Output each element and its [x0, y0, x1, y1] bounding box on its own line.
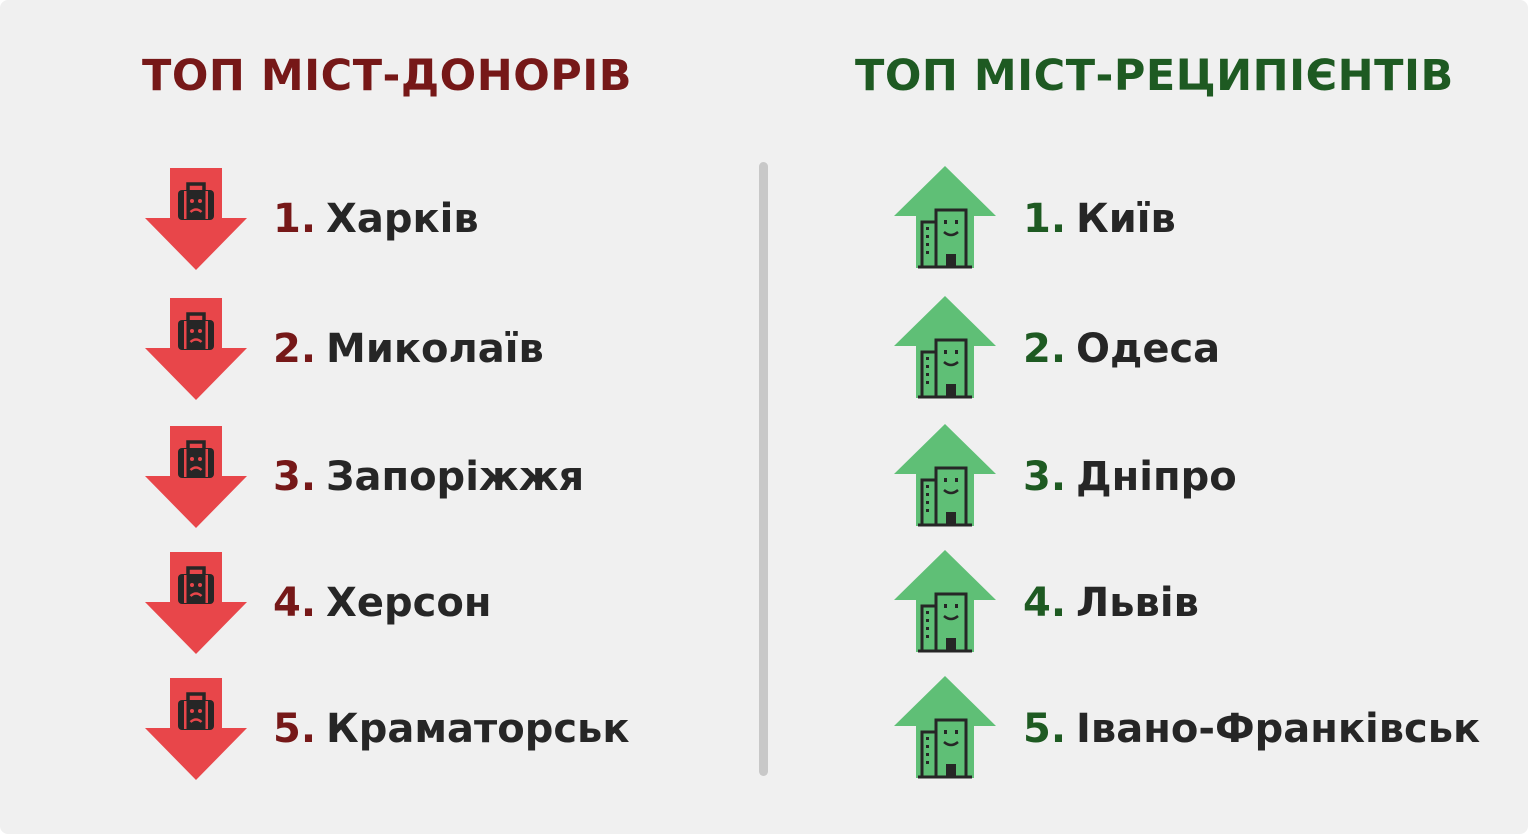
recipient-city-label: 4. Львів	[1023, 575, 1199, 631]
down-arrow-suitcase-sad-icon	[143, 550, 249, 656]
donor-rank: 4.	[273, 580, 317, 626]
up-arrow-building-smile-icon	[892, 676, 998, 782]
recipient-city-name: Івано-Франківськ	[1076, 706, 1481, 752]
donor-rank: 3.	[273, 454, 317, 500]
donor-rank: 1.	[273, 196, 317, 242]
donor-city-name: Харків	[326, 196, 479, 242]
up-arrow-building-smile-icon	[892, 550, 998, 656]
recipient-rank: 1.	[1023, 196, 1067, 242]
donor-city-name: Краматорськ	[326, 706, 630, 752]
donor-city-name: Запоріжжя	[326, 454, 585, 500]
donor-city-label: 3. Запоріжжя	[273, 449, 584, 505]
donor-city-name: Миколаїв	[326, 326, 544, 372]
recipient-rank: 4.	[1023, 580, 1067, 626]
recipient-city-name: Дніпро	[1076, 454, 1237, 500]
column-divider	[759, 162, 768, 776]
recipient-rank: 5.	[1023, 706, 1067, 752]
down-arrow-suitcase-sad-icon	[143, 296, 249, 402]
up-arrow-building-smile-icon	[892, 166, 998, 272]
down-arrow-suitcase-sad-icon	[143, 424, 249, 530]
recipient-city-label: 3. Дніпро	[1023, 449, 1237, 505]
recipient-city-name: Одеса	[1076, 326, 1221, 372]
recipient-city-label: 1. Київ	[1023, 191, 1176, 247]
recipient-city-name: Львів	[1076, 580, 1199, 626]
donor-city-label: 1. Харків	[273, 191, 479, 247]
donor-city-label: 2. Миколаїв	[273, 321, 544, 377]
recipients-title: ТОП МІСТ-РЕЦИПІЄНТІВ	[855, 51, 1454, 101]
recipient-city-name: Київ	[1076, 196, 1176, 242]
donor-city-name: Херсон	[326, 580, 492, 626]
recipient-city-label: 2. Одеса	[1023, 321, 1220, 377]
recipient-rank: 2.	[1023, 326, 1067, 372]
donor-rank: 2.	[273, 326, 317, 372]
down-arrow-suitcase-sad-icon	[143, 166, 249, 272]
recipient-rank: 3.	[1023, 454, 1067, 500]
up-arrow-building-smile-icon	[892, 424, 998, 530]
donor-city-label: 4. Херсон	[273, 575, 491, 631]
donors-title: ТОП МІСТ-ДОНОРІВ	[142, 51, 633, 101]
up-arrow-building-smile-icon	[892, 296, 998, 402]
down-arrow-suitcase-sad-icon	[143, 676, 249, 782]
donor-city-label: 5. Краматорськ	[273, 701, 630, 757]
donor-rank: 5.	[273, 706, 317, 752]
recipient-city-label: 5. Івано-Франківськ	[1023, 701, 1480, 757]
